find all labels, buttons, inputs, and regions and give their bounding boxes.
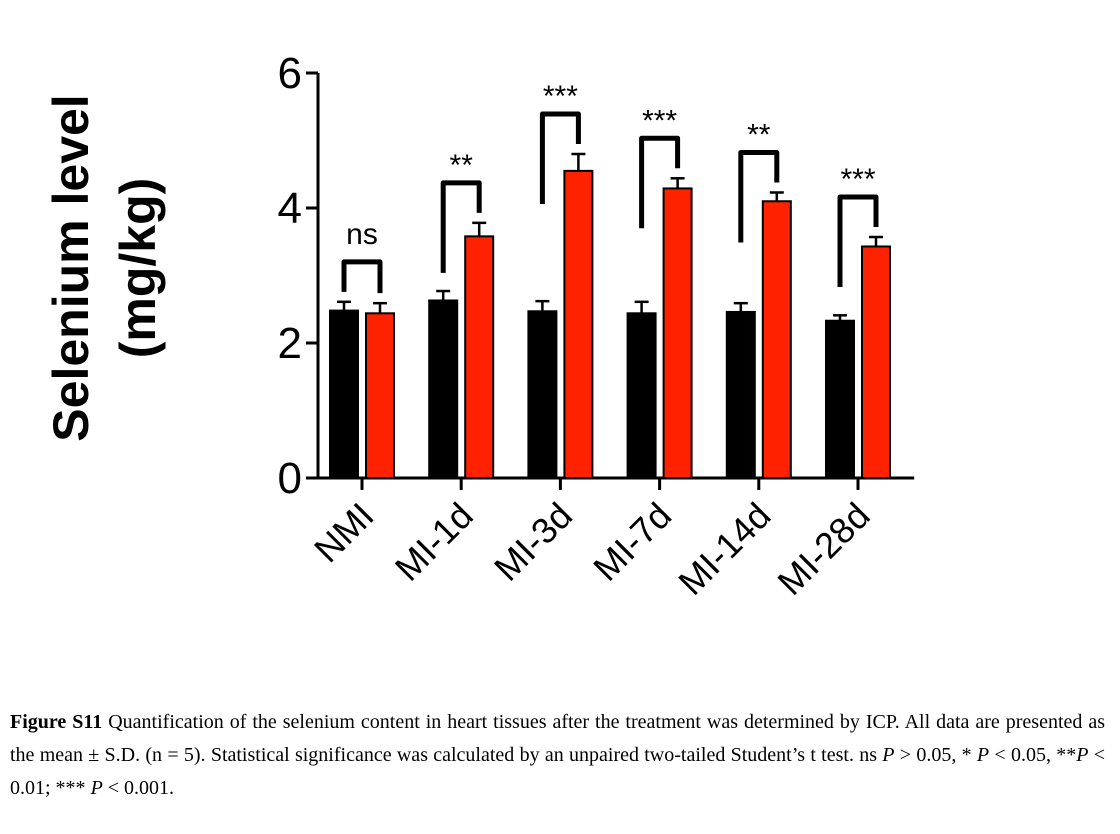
significance-label: ** (450, 149, 474, 182)
p-symbol: P (1076, 744, 1089, 766)
bar (365, 312, 395, 479)
bar (563, 169, 594, 479)
figure-label: Figure S11 (10, 711, 103, 733)
significance-label: ns (346, 218, 378, 251)
y-axis-label-line1: Selenium level (43, 94, 99, 441)
significance-bracket (341, 259, 383, 294)
bar (761, 200, 792, 479)
bar (861, 245, 891, 479)
bar (464, 235, 495, 479)
bar (725, 310, 756, 480)
significance-bracket (738, 149, 780, 243)
bar (329, 309, 359, 479)
caption-text: Quantification of the selenium content i… (10, 711, 1106, 766)
significance-label: *** (840, 163, 875, 196)
x-tick-label: MI-14d (670, 495, 778, 603)
x-tick-label: NMI (306, 495, 382, 571)
bar (662, 187, 693, 480)
y-axis-label-line2: (mg/kg) (110, 178, 166, 359)
y-tick-label: 2 (278, 319, 302, 368)
bar (527, 310, 558, 479)
p-symbol: P (882, 744, 895, 766)
bar-chart: Selenium level (mg/kg) 0 2 4 6 NMI ns MI-1d ** M… (43, 49, 915, 603)
p-symbol: P (90, 777, 103, 799)
bar (428, 299, 459, 479)
significance-bracket (639, 135, 681, 229)
y-tick-label: 0 (278, 454, 302, 503)
x-tick-label: MI-1d (387, 495, 481, 589)
y-tick-label: 6 (278, 49, 302, 98)
caption-text: < 0.001. (102, 777, 175, 799)
x-tick-label: MI-28d (769, 495, 877, 603)
x-tick-label: MI-7d (585, 495, 679, 589)
significance-label: ** (747, 118, 771, 151)
y-tick-label: 4 (278, 184, 302, 233)
significance-bracket (440, 180, 482, 273)
caption-text: < 0.05, ** (989, 744, 1077, 766)
significance-bracket (539, 111, 581, 204)
figure-caption: Figure S11 Quantification of the seleniu… (10, 706, 1105, 805)
bar (825, 319, 855, 479)
x-tick-label: MI-3d (486, 495, 580, 589)
caption-text: < 0.01; *** (10, 744, 1106, 799)
significance-label: *** (642, 104, 677, 137)
caption-text: > 0.05, * (894, 744, 977, 766)
plot-area: 0 2 4 6 NMI ns MI-1d ** MI-3d *** MI-7d *** MI-14d **… (278, 49, 915, 603)
significance-label: *** (543, 80, 578, 113)
p-symbol: P (976, 744, 990, 766)
bar (626, 312, 657, 479)
significance-bracket (837, 194, 879, 288)
